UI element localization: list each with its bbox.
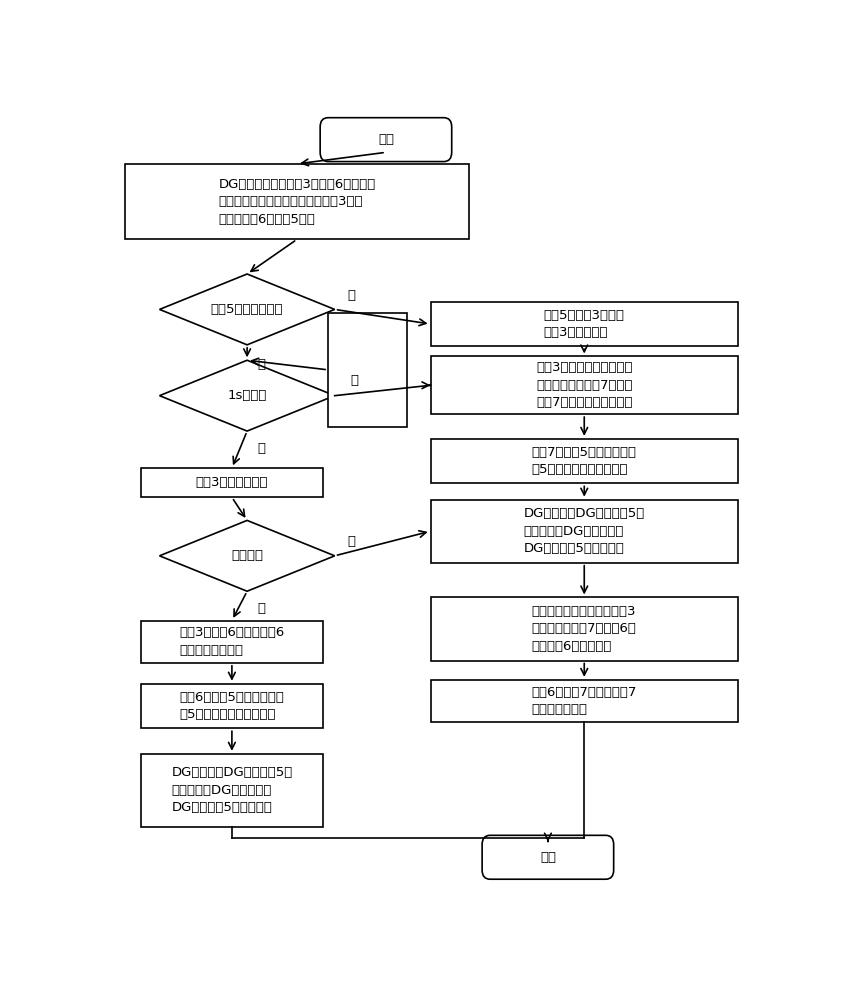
Text: 保护3检无压重合闸: 保护3检无压重合闸: [195, 476, 268, 489]
Text: DG为逆变型DG时，保护5检
有压合闸；DG为同步机型
DG时，保护5检同期合闸: DG为逆变型DG时，保护5检 有压合闸；DG为同步机型 DG时，保护5检同期合闸: [171, 766, 292, 814]
FancyBboxPatch shape: [141, 620, 322, 663]
Text: 保护5和保护3通信，
保护3闭锁重合闸: 保护5和保护3通信， 保护3闭锁重合闸: [543, 309, 624, 339]
FancyBboxPatch shape: [430, 597, 737, 661]
Text: 保护3加速跳开其所控制的
断路器，并与保护7通信，
保护7控制联络断路器闭合: 保护3加速跳开其所控制的 断路器，并与保护7通信， 保护7控制联络断路器闭合: [535, 361, 632, 409]
Text: 否: 否: [350, 374, 358, 387]
Text: DG上游故障时，保护3和保护6动作，并
跳开其所控制的断路器，同时保护3开始
计时，保护6与保护5通信: DG上游故障时，保护3和保护6动作，并 跳开其所控制的断路器，同时保护3开始 计…: [218, 178, 375, 226]
FancyBboxPatch shape: [430, 302, 737, 346]
FancyBboxPatch shape: [141, 468, 322, 497]
FancyBboxPatch shape: [430, 500, 737, 563]
FancyBboxPatch shape: [328, 312, 407, 427]
Text: 否: 否: [347, 289, 354, 302]
Text: 保护5处断路器断开: 保护5处断路器断开: [210, 303, 283, 316]
Text: 重合成功: 重合成功: [231, 549, 262, 562]
FancyBboxPatch shape: [320, 118, 452, 162]
FancyBboxPatch shape: [430, 439, 737, 483]
Text: 保护6与保护5通信，允许保
护5闭合其所控制的断路器: 保护6与保护5通信，允许保 护5闭合其所控制的断路器: [179, 691, 284, 721]
Text: 保护7与保护5通信，允许保
护5闭合其所控制的断路器: 保护7与保护5通信，允许保 护5闭合其所控制的断路器: [531, 446, 636, 476]
FancyBboxPatch shape: [125, 164, 469, 239]
FancyBboxPatch shape: [141, 684, 322, 728]
Text: 1s时间到: 1s时间到: [227, 389, 267, 402]
Text: 是: 是: [257, 442, 265, 455]
Text: 是: 是: [257, 602, 265, 615]
Polygon shape: [159, 520, 334, 591]
Text: 否: 否: [347, 535, 354, 548]
FancyBboxPatch shape: [141, 754, 322, 827]
Text: 排除故障后，手动闭合保护3
处断路器，保护7和保护6通
信，保护6检同期合闸: 排除故障后，手动闭合保护3 处断路器，保护7和保护6通 信，保护6检同期合闸: [531, 605, 636, 653]
Text: DG为逆变型DG时，保护5检
有压合闸；DG为同步机型
DG时，保护5检同期合闸: DG为逆变型DG时，保护5检 有压合闸；DG为同步机型 DG时，保护5检同期合闸: [523, 507, 644, 555]
Text: 保护3和保护6通信，保护6
检系统侧有压合闸: 保护3和保护6通信，保护6 检系统侧有压合闸: [179, 626, 285, 657]
Text: 是: 是: [257, 358, 265, 371]
Polygon shape: [159, 360, 334, 431]
Text: 保护6与保护7通信，保护7
跳开联络断路器: 保护6与保护7通信，保护7 跳开联络断路器: [531, 686, 636, 716]
FancyBboxPatch shape: [430, 680, 737, 722]
FancyBboxPatch shape: [430, 356, 737, 414]
FancyBboxPatch shape: [481, 835, 613, 879]
Text: 开始: 开始: [377, 133, 394, 146]
Polygon shape: [159, 274, 334, 345]
Text: 结束: 结束: [539, 851, 556, 864]
